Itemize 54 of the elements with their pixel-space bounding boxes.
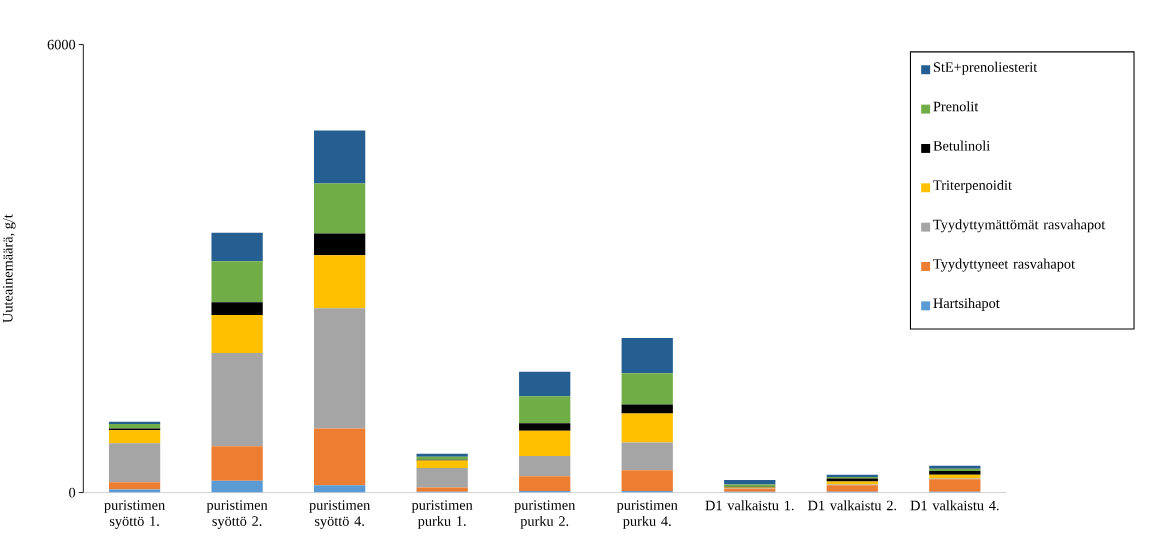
y-tick-label: 6000	[47, 39, 76, 50]
bar	[519, 396, 571, 424]
bar	[416, 460, 468, 468]
x-tick-label: D1 valkaistu 1.	[705, 500, 794, 511]
bar	[211, 446, 263, 481]
legend-label: Betulinoli	[933, 140, 990, 151]
x-tick-label: D1 valkaistu 4.	[910, 500, 999, 511]
legend-label: Tyydyttymättömät rasvahapot	[933, 219, 1106, 233]
bar	[621, 413, 673, 443]
bar	[211, 232, 263, 261]
bar	[519, 455, 571, 477]
bar	[108, 482, 161, 490]
x-tick-label: puristimen purku 2.	[514, 500, 576, 529]
legend-label: Tyydyttyneet rasvahapot	[933, 258, 1075, 272]
legend-label: Prenolit	[933, 101, 979, 112]
bar	[314, 308, 366, 429]
bar	[108, 443, 161, 482]
x-tick-label: puristimen purku 1.	[411, 500, 473, 529]
bar	[211, 480, 263, 493]
bar	[519, 476, 571, 491]
bar	[826, 484, 878, 492]
bar	[519, 371, 571, 397]
bar	[929, 479, 981, 492]
legend-label: StE+prenoliesterit	[933, 61, 1038, 75]
y-tick-label: 0	[69, 487, 76, 498]
x-tick-label: puristimen purku 4.	[616, 500, 678, 529]
legend-label: Hartsihapot	[933, 297, 1000, 311]
y-axis-title: Uuteainemäärä, g/t	[3, 214, 16, 323]
bar	[416, 487, 468, 492]
x-tick-label: puristimen syöttö 1.	[104, 500, 165, 529]
bar	[621, 337, 673, 373]
bar	[211, 352, 263, 447]
bar	[211, 314, 263, 353]
bar	[519, 423, 571, 431]
bar	[211, 302, 263, 315]
x-tick-label: puristimen syöttö 2.	[206, 500, 268, 529]
bar	[314, 428, 366, 485]
bar	[211, 260, 263, 303]
bar	[314, 255, 366, 309]
x-tick-label: puristimen syöttö 4.	[309, 500, 371, 529]
bar	[314, 130, 366, 184]
bar	[621, 442, 673, 471]
bar	[929, 470, 981, 475]
bar	[519, 430, 571, 456]
x-tick-label: D1 valkaistu 2.	[807, 500, 897, 511]
bar	[621, 404, 673, 414]
bar	[621, 372, 673, 405]
bar	[314, 183, 366, 234]
bar	[314, 484, 366, 493]
bar	[108, 429, 161, 444]
bar	[314, 233, 366, 255]
bar	[621, 470, 673, 491]
legend-label: Triterpenoidit	[933, 179, 1012, 193]
bar	[416, 467, 468, 488]
